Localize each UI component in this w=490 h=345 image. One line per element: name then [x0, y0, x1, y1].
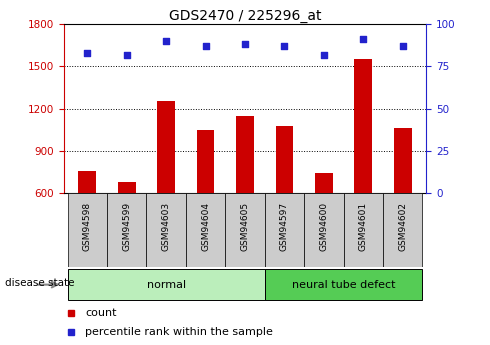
- Point: [162, 38, 170, 44]
- Text: neural tube defect: neural tube defect: [292, 280, 395, 289]
- Text: GSM94602: GSM94602: [398, 202, 407, 251]
- Bar: [196, 130, 215, 193]
- Text: GSM94605: GSM94605: [241, 202, 249, 251]
- Bar: [354, 59, 372, 193]
- Point: [359, 37, 367, 42]
- Text: GSM94601: GSM94601: [359, 202, 368, 251]
- Bar: [78, 171, 96, 193]
- Point: [83, 50, 91, 56]
- Point: [123, 52, 131, 57]
- Text: GSM94597: GSM94597: [280, 202, 289, 251]
- Text: disease state: disease state: [5, 278, 74, 288]
- Text: normal: normal: [147, 280, 186, 289]
- Bar: [236, 116, 254, 193]
- Point: [241, 42, 249, 47]
- Bar: [265, 193, 304, 267]
- Bar: [225, 193, 265, 267]
- Bar: [343, 193, 383, 267]
- Bar: [383, 193, 422, 267]
- Bar: [68, 193, 107, 267]
- Point: [399, 43, 407, 49]
- Text: count: count: [85, 308, 117, 318]
- Bar: [147, 193, 186, 267]
- Text: GSM94598: GSM94598: [83, 202, 92, 251]
- Bar: [394, 128, 412, 193]
- Text: percentile rank within the sample: percentile rank within the sample: [85, 327, 273, 337]
- Bar: [304, 193, 343, 267]
- Bar: [186, 193, 225, 267]
- Bar: [265, 269, 422, 300]
- Text: GSM94603: GSM94603: [162, 202, 171, 251]
- Point: [320, 52, 328, 57]
- Text: GSM94600: GSM94600: [319, 202, 328, 251]
- Bar: [118, 182, 136, 193]
- Bar: [275, 126, 294, 193]
- Bar: [107, 193, 147, 267]
- Text: GDS2470 / 225296_at: GDS2470 / 225296_at: [169, 9, 321, 23]
- Point: [202, 43, 210, 49]
- Bar: [315, 174, 333, 193]
- Bar: [68, 269, 265, 300]
- Point: [280, 43, 288, 49]
- Text: GSM94604: GSM94604: [201, 202, 210, 251]
- Text: GSM94599: GSM94599: [122, 202, 131, 251]
- Bar: [157, 101, 175, 193]
